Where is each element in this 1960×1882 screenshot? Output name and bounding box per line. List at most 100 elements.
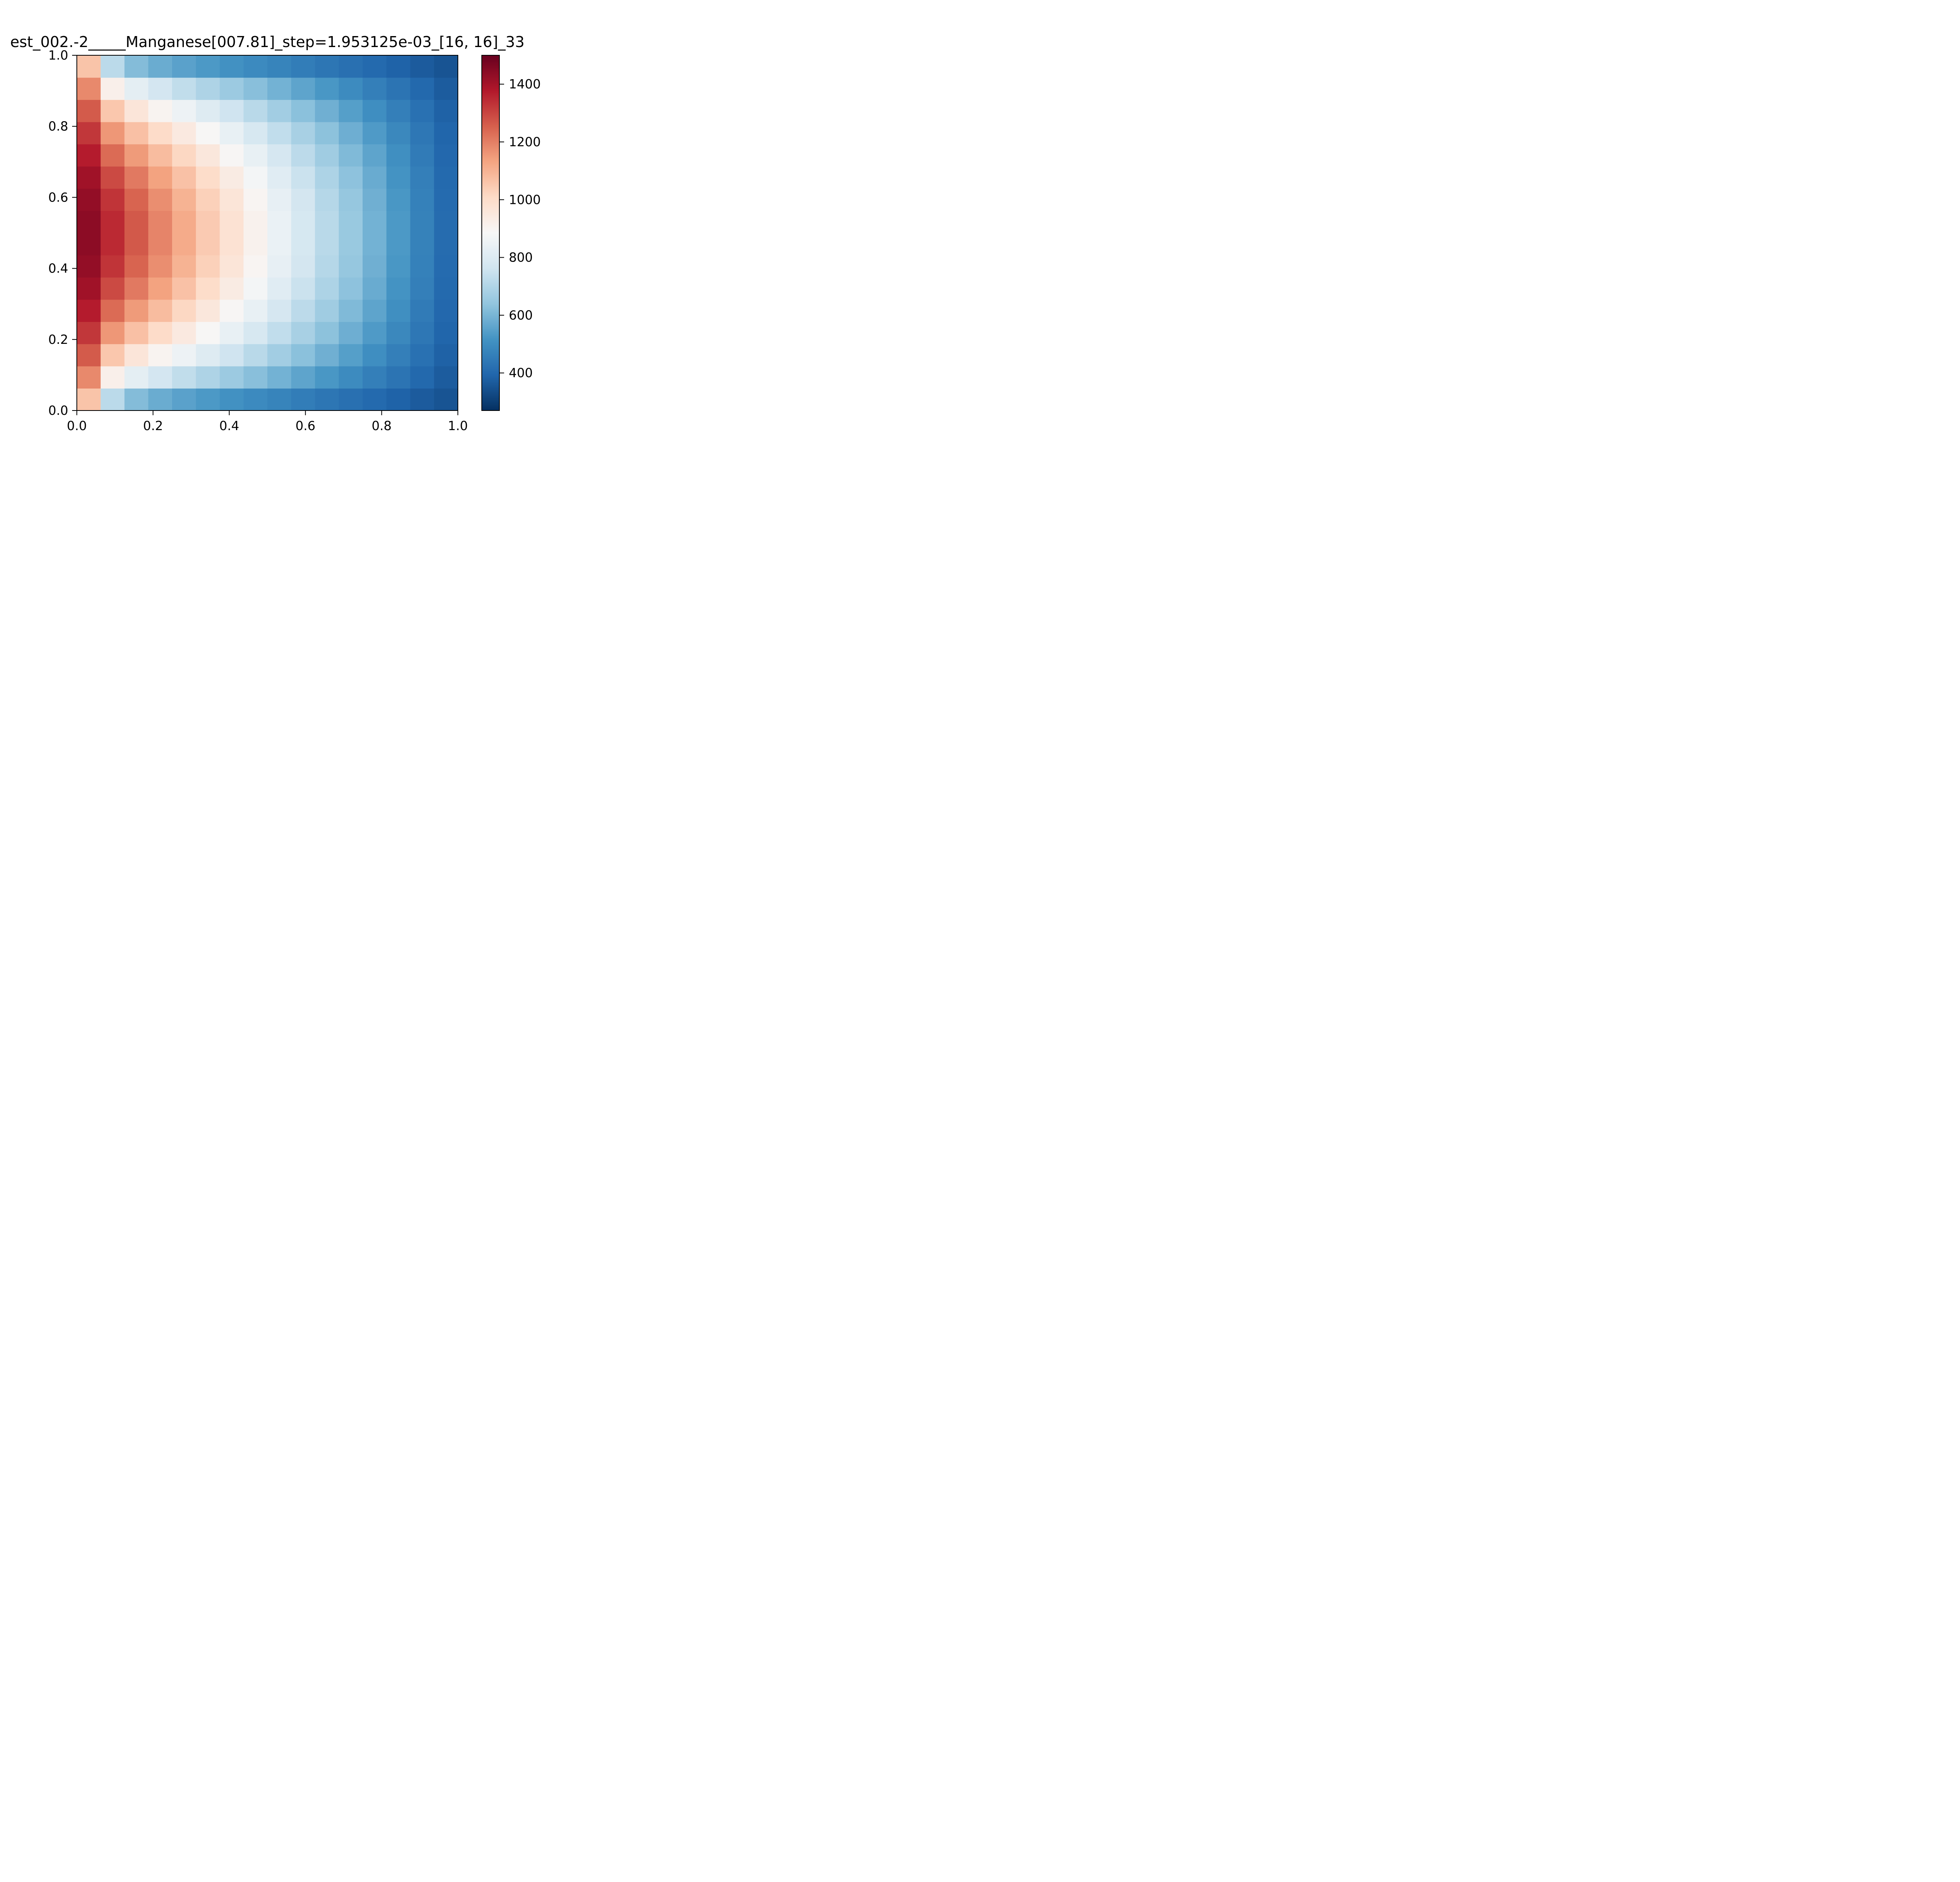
heatmap-cell (243, 233, 268, 256)
heatmap-cell (291, 233, 316, 256)
heatmap-cell (172, 255, 196, 278)
heatmap-cell (434, 344, 458, 367)
heatmap-cell (315, 255, 339, 278)
colorbar-tick-label: 400 (509, 365, 533, 380)
heatmap-cell (267, 322, 292, 344)
heatmap-cell (77, 366, 101, 389)
heatmap-cell (220, 211, 244, 233)
x-tick-label: 0.8 (372, 418, 392, 433)
heatmap-cell (339, 77, 363, 100)
y-tick-label: 0.0 (48, 403, 68, 418)
heatmap-cell (172, 144, 196, 167)
heatmap-cell (172, 344, 196, 367)
heatmap-cell (267, 233, 292, 256)
heatmap-cell (124, 100, 149, 122)
heatmap-cell (291, 366, 316, 389)
y-tick-label: 0.2 (48, 332, 68, 347)
heatmap-cell (196, 122, 220, 145)
heatmap-cell (148, 366, 172, 389)
heatmap-cell (196, 188, 220, 211)
colorbar-tick-label: 1200 (509, 134, 541, 149)
heatmap-cell (196, 233, 220, 256)
heatmap-cell (196, 255, 220, 278)
heatmap-cell (434, 388, 458, 411)
heatmap-cell (77, 77, 101, 100)
x-axis: 0.0 0.2 0.4 0.6 0.8 1.0 (67, 411, 468, 433)
heatmap-cell (220, 77, 244, 100)
heatmap-cell (291, 388, 316, 411)
heatmap-cell (243, 277, 268, 300)
heatmap-cell (196, 211, 220, 233)
heatmap-cell (100, 122, 125, 145)
heatmap-cell (386, 100, 411, 122)
heatmap-cell (434, 299, 458, 322)
heatmap-cell (220, 299, 244, 322)
heatmap-cell (220, 366, 244, 389)
heatmap-cell (434, 277, 458, 300)
heatmap-cell (386, 144, 411, 167)
heatmap-cell (172, 322, 196, 344)
heatmap-cell (339, 299, 363, 322)
heatmap-cell (386, 388, 411, 411)
heatmap-cell (386, 233, 411, 256)
heatmap-cell (434, 255, 458, 278)
heatmap-cell (434, 55, 458, 78)
heatmap-cell (148, 211, 172, 233)
heatmap-cell (339, 255, 363, 278)
heatmap-cell (363, 322, 387, 344)
heatmap-cell (100, 344, 125, 367)
heatmap-cell (77, 211, 101, 233)
heatmap-chart: est_002.-2_____Manganese[007.81]_step=1.… (10, 33, 541, 433)
heatmap-cell (434, 366, 458, 389)
heatmap-cell (124, 277, 149, 300)
heatmap-cell (386, 277, 411, 300)
heatmap-cell (148, 166, 172, 189)
heatmap-cell (339, 366, 363, 389)
heatmap-cell (315, 388, 339, 411)
heatmap-cell (339, 55, 363, 78)
heatmap-cell (172, 122, 196, 145)
heatmap-cell (339, 166, 363, 189)
heatmap-cell (220, 233, 244, 256)
heatmap-cell (100, 277, 125, 300)
heatmap-cell (100, 366, 125, 389)
heatmap-cell (124, 166, 149, 189)
heatmap-cell (124, 55, 149, 78)
colorbar-tick-label: 1000 (509, 192, 541, 207)
heatmap-cell (77, 255, 101, 278)
heatmap-cell (124, 366, 149, 389)
heatmap-cell (339, 322, 363, 344)
x-tick-label: 0.2 (143, 418, 163, 433)
heatmap-cell (410, 55, 434, 78)
heatmap-cell (410, 299, 434, 322)
heatmap-cell (363, 188, 387, 211)
heatmap-cell (124, 188, 149, 211)
heatmap-cell (243, 322, 268, 344)
heatmap-cell (100, 255, 125, 278)
heatmap-cell (410, 144, 434, 167)
heatmap-cell (77, 166, 101, 189)
heatmap-cell (124, 322, 149, 344)
heatmap-cell (339, 344, 363, 367)
heatmap-cell (243, 188, 268, 211)
heatmap-cell (339, 100, 363, 122)
plot-frame (76, 55, 458, 411)
heatmap-cell (410, 100, 434, 122)
heatmap-cell (339, 233, 363, 256)
heatmap-cell (77, 188, 101, 211)
chart-title: est_002.-2_____Manganese[007.81]_step=1.… (10, 33, 524, 51)
heatmap-cell (315, 344, 339, 367)
heatmap-cell (267, 100, 292, 122)
heatmap-cell (148, 77, 172, 100)
heatmap-cell (77, 322, 101, 344)
heatmap-cell (363, 366, 387, 389)
heatmap-cell (291, 55, 316, 78)
heatmap-cell (315, 366, 339, 389)
heatmap-cell (386, 188, 411, 211)
heatmap-cell (315, 166, 339, 189)
heatmap-cell (100, 233, 125, 256)
heatmap-cell (100, 100, 125, 122)
heatmap-cell (148, 55, 172, 78)
heatmap-cell (124, 77, 149, 100)
heatmap-cell (172, 77, 196, 100)
